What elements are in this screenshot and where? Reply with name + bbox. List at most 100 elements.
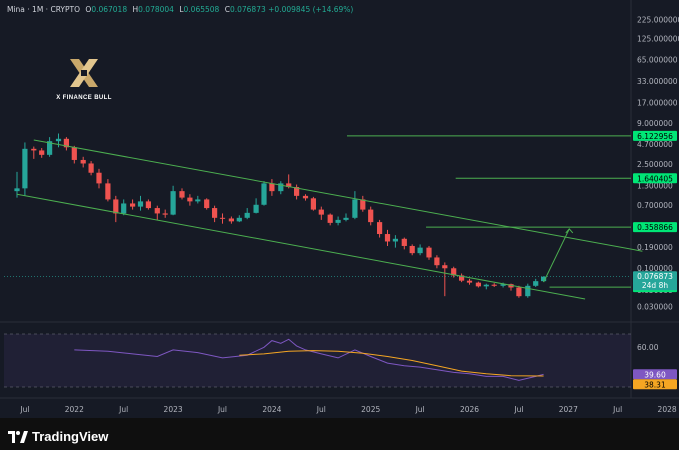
low-key: L <box>179 5 184 14</box>
candle-down <box>219 217 226 219</box>
level-price-tag-text: 6.122956 <box>637 132 673 141</box>
candle-up <box>500 284 506 286</box>
tradingview-logo[interactable]: TradingView <box>8 429 108 444</box>
change-value: +0.009845 (+14.69%) <box>268 5 354 14</box>
candle-down <box>63 138 69 148</box>
candle-down <box>409 245 415 254</box>
channel-upper-line <box>33 139 643 252</box>
level-price-tag-bg <box>633 222 677 233</box>
open-value: 0.067018 <box>91 5 128 14</box>
level-price-tag-text: 0.358866 <box>637 223 673 232</box>
time-tick-label: 2027 <box>559 405 578 414</box>
candle-up <box>47 141 53 155</box>
level-price-tag-text: 1.640405 <box>637 174 673 183</box>
rsi-ma-value-tag-text: 38.31 <box>644 380 666 389</box>
candle-down <box>491 284 497 286</box>
candle-up <box>14 188 20 192</box>
rsi-ma-value-tag: 38.31 <box>633 379 677 390</box>
time-tick-label: Jul <box>612 405 622 414</box>
time-tick-label: 2025 <box>361 405 380 414</box>
candle-up <box>195 199 201 202</box>
candle-down <box>376 222 383 235</box>
chart-background <box>0 0 679 418</box>
candle-down <box>434 257 440 266</box>
footer-bar: TradingView <box>0 418 679 450</box>
level-price-tag-bg <box>633 130 677 141</box>
candle-down <box>204 199 210 209</box>
rsi-ma-line <box>239 350 544 377</box>
rsi-lines-layer <box>74 338 544 381</box>
candle-up <box>170 191 176 215</box>
candle-down <box>179 191 185 198</box>
time-tick-label: Jul <box>19 405 29 414</box>
level-price-tag: 6.122956 <box>633 130 677 141</box>
candle-down <box>129 203 136 207</box>
rsi-value-tag-text: 39.60 <box>644 370 666 379</box>
candle-down <box>360 199 366 210</box>
candle-up <box>417 247 423 254</box>
price-tick-label: 0.700000 <box>637 201 673 210</box>
candle-up <box>483 284 489 287</box>
candle-up <box>22 148 28 189</box>
price-chart[interactable]: 225.000000 125.000000 65.000000 33.000000 17… <box>0 0 679 418</box>
candle-down <box>384 234 391 242</box>
candle-down <box>212 208 218 218</box>
high-key: H <box>132 5 139 14</box>
candle-up <box>335 219 341 223</box>
candle-up <box>352 199 358 218</box>
time-tick-label: 2026 <box>460 405 479 414</box>
candle-down <box>113 199 119 214</box>
candle-down <box>269 183 275 192</box>
candle-down <box>442 265 448 269</box>
rsi-value-tag-bg <box>633 369 677 380</box>
candle-down <box>516 287 522 297</box>
candle-down <box>187 197 193 202</box>
candle-down <box>459 275 465 281</box>
candle-down <box>426 247 432 258</box>
candle-down <box>88 163 94 173</box>
candle-down <box>154 208 160 214</box>
close-key: C <box>224 5 230 14</box>
rsi-line <box>74 338 544 381</box>
candle-down <box>145 201 152 209</box>
candle-up <box>525 285 531 297</box>
candle-down <box>71 147 77 160</box>
price-tick-label: 17.000000 <box>637 99 678 108</box>
candle-down <box>80 159 86 164</box>
candle-down <box>475 282 481 287</box>
time-tick-label: 2023 <box>164 405 183 414</box>
price-tick-label: 1.300000 <box>637 181 673 190</box>
chart-legend: Mina · 1M · CRYPTO O0.067018 H0.078004 L… <box>7 5 353 14</box>
candle-down <box>466 280 473 283</box>
candle-down <box>294 187 300 196</box>
candle-down <box>318 209 324 215</box>
candle-down <box>96 172 102 184</box>
last-price-tag-text: 0.076873 <box>637 272 673 281</box>
channel-lower-line <box>16 193 586 300</box>
candle-down <box>286 183 292 188</box>
price-tick-label: 225.000000 <box>637 16 679 25</box>
candle-up <box>137 201 144 207</box>
time-tick-label: Jul <box>513 405 523 414</box>
candle-down <box>228 218 234 222</box>
projection-arrow-line <box>543 228 570 283</box>
projection-arrow-head <box>565 228 574 234</box>
candle-up <box>261 183 267 205</box>
candle-down <box>39 150 45 155</box>
candle-up <box>121 203 127 214</box>
watermark-text: X FINANCE BULL <box>56 95 112 101</box>
candle-up <box>236 217 242 222</box>
time-tick-label: Jul <box>118 405 128 414</box>
level-price-tag-bg <box>633 173 677 184</box>
symbol-label[interactable]: Mina · 1M · CRYPTO <box>7 5 81 14</box>
candle-up <box>278 183 284 192</box>
time-tick-label: 2022 <box>65 405 84 414</box>
candle-up <box>533 281 539 286</box>
candle-up <box>343 217 349 220</box>
tradingview-brand: TradingView <box>32 429 109 444</box>
price-tick-label: 9.000000 <box>637 119 673 128</box>
price-tick-label: 0.190000 <box>637 243 673 252</box>
candles-layer <box>14 133 547 298</box>
candle-down <box>162 213 168 215</box>
